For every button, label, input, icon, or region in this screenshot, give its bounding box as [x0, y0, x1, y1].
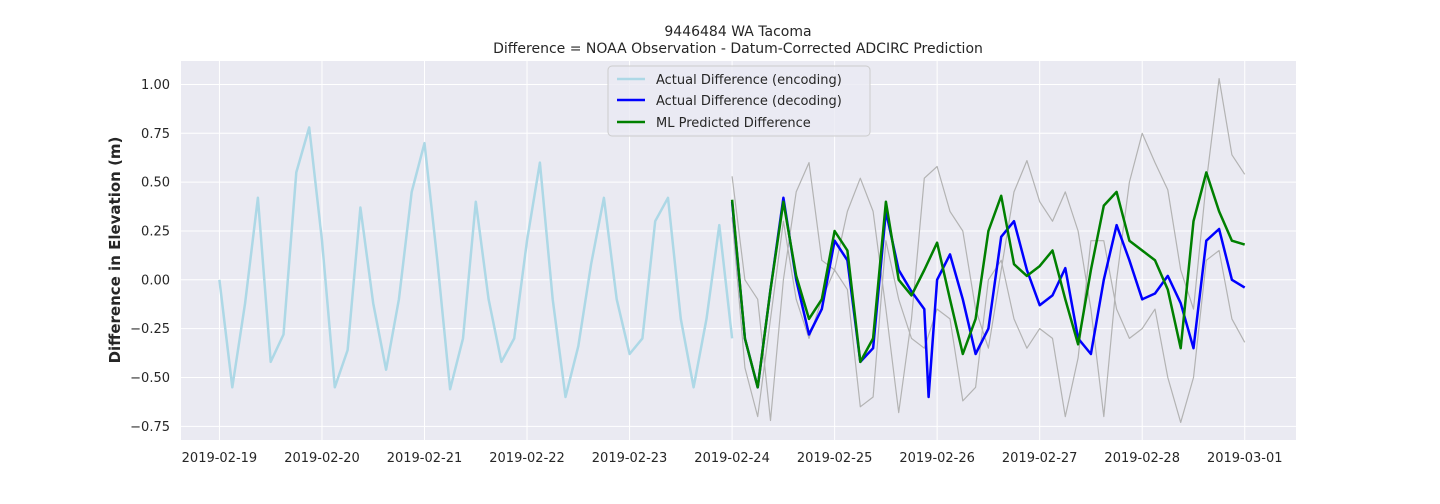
x-tick-label: 2019-03-01: [1207, 451, 1283, 466]
legend-box: [607, 65, 871, 137]
y-tick-label: 0.75: [141, 127, 170, 142]
x-tick-label: 2019-02-25: [797, 451, 873, 466]
x-tick-label: 2019-02-28: [1104, 451, 1180, 466]
y-tick-label: −0.75: [130, 420, 170, 435]
chart-subtitle: Difference = NOAA Observation - Datum-Co…: [493, 41, 983, 57]
x-tick-label: 2019-02-22: [489, 451, 565, 466]
x-tick-label: 2019-02-26: [899, 451, 975, 466]
y-axis-label: Difference in Elevation (m): [106, 137, 124, 364]
x-tick-label: 2019-02-27: [1002, 451, 1078, 466]
series-line-ml-predicted: [730, 171, 1246, 389]
legend-label-ml-predicted: ML Predicted Difference: [656, 116, 811, 131]
x-tick-label: 2019-02-23: [592, 451, 668, 466]
y-tick-label: −0.25: [130, 322, 170, 337]
x-tick-label: 2019-02-24: [694, 451, 770, 466]
y-tick-label: 0.00: [141, 273, 170, 288]
legend-label-decoding: Actual Difference (decoding): [656, 94, 842, 109]
x-tick-label: 2019-02-20: [284, 451, 360, 466]
x-tick-label: 2019-02-21: [387, 451, 463, 466]
x-tick-label: 2019-02-19: [182, 451, 258, 466]
y-tick-labels: 1.00 0.75 0.50 0.25 0.00 −0.25 −0.50 −0.75: [130, 78, 170, 435]
y-tick-label: 0.50: [141, 176, 170, 191]
series-line-upper-envelope: [731, 77, 1246, 422]
series-line-decoding: [730, 196, 1246, 399]
x-tick-labels: 2019-02-19 2019-02-20 2019-02-21 2019-02-22…: [182, 451, 1283, 466]
y-tick-label: 1.00: [141, 78, 170, 93]
y-tick-label: −0.50: [130, 371, 170, 386]
legend-label-encoding: Actual Difference (encoding): [656, 73, 842, 88]
legend: Actual Difference (encoding) Actual Diff…: [607, 65, 871, 137]
series-line-encoding: [218, 126, 734, 399]
series-lines: [218, 77, 1246, 423]
chart-title: 9446484 WA Tacoma: [664, 24, 811, 40]
y-tick-label: 0.25: [141, 224, 170, 239]
series-line-lower-envelope: [731, 217, 1246, 423]
